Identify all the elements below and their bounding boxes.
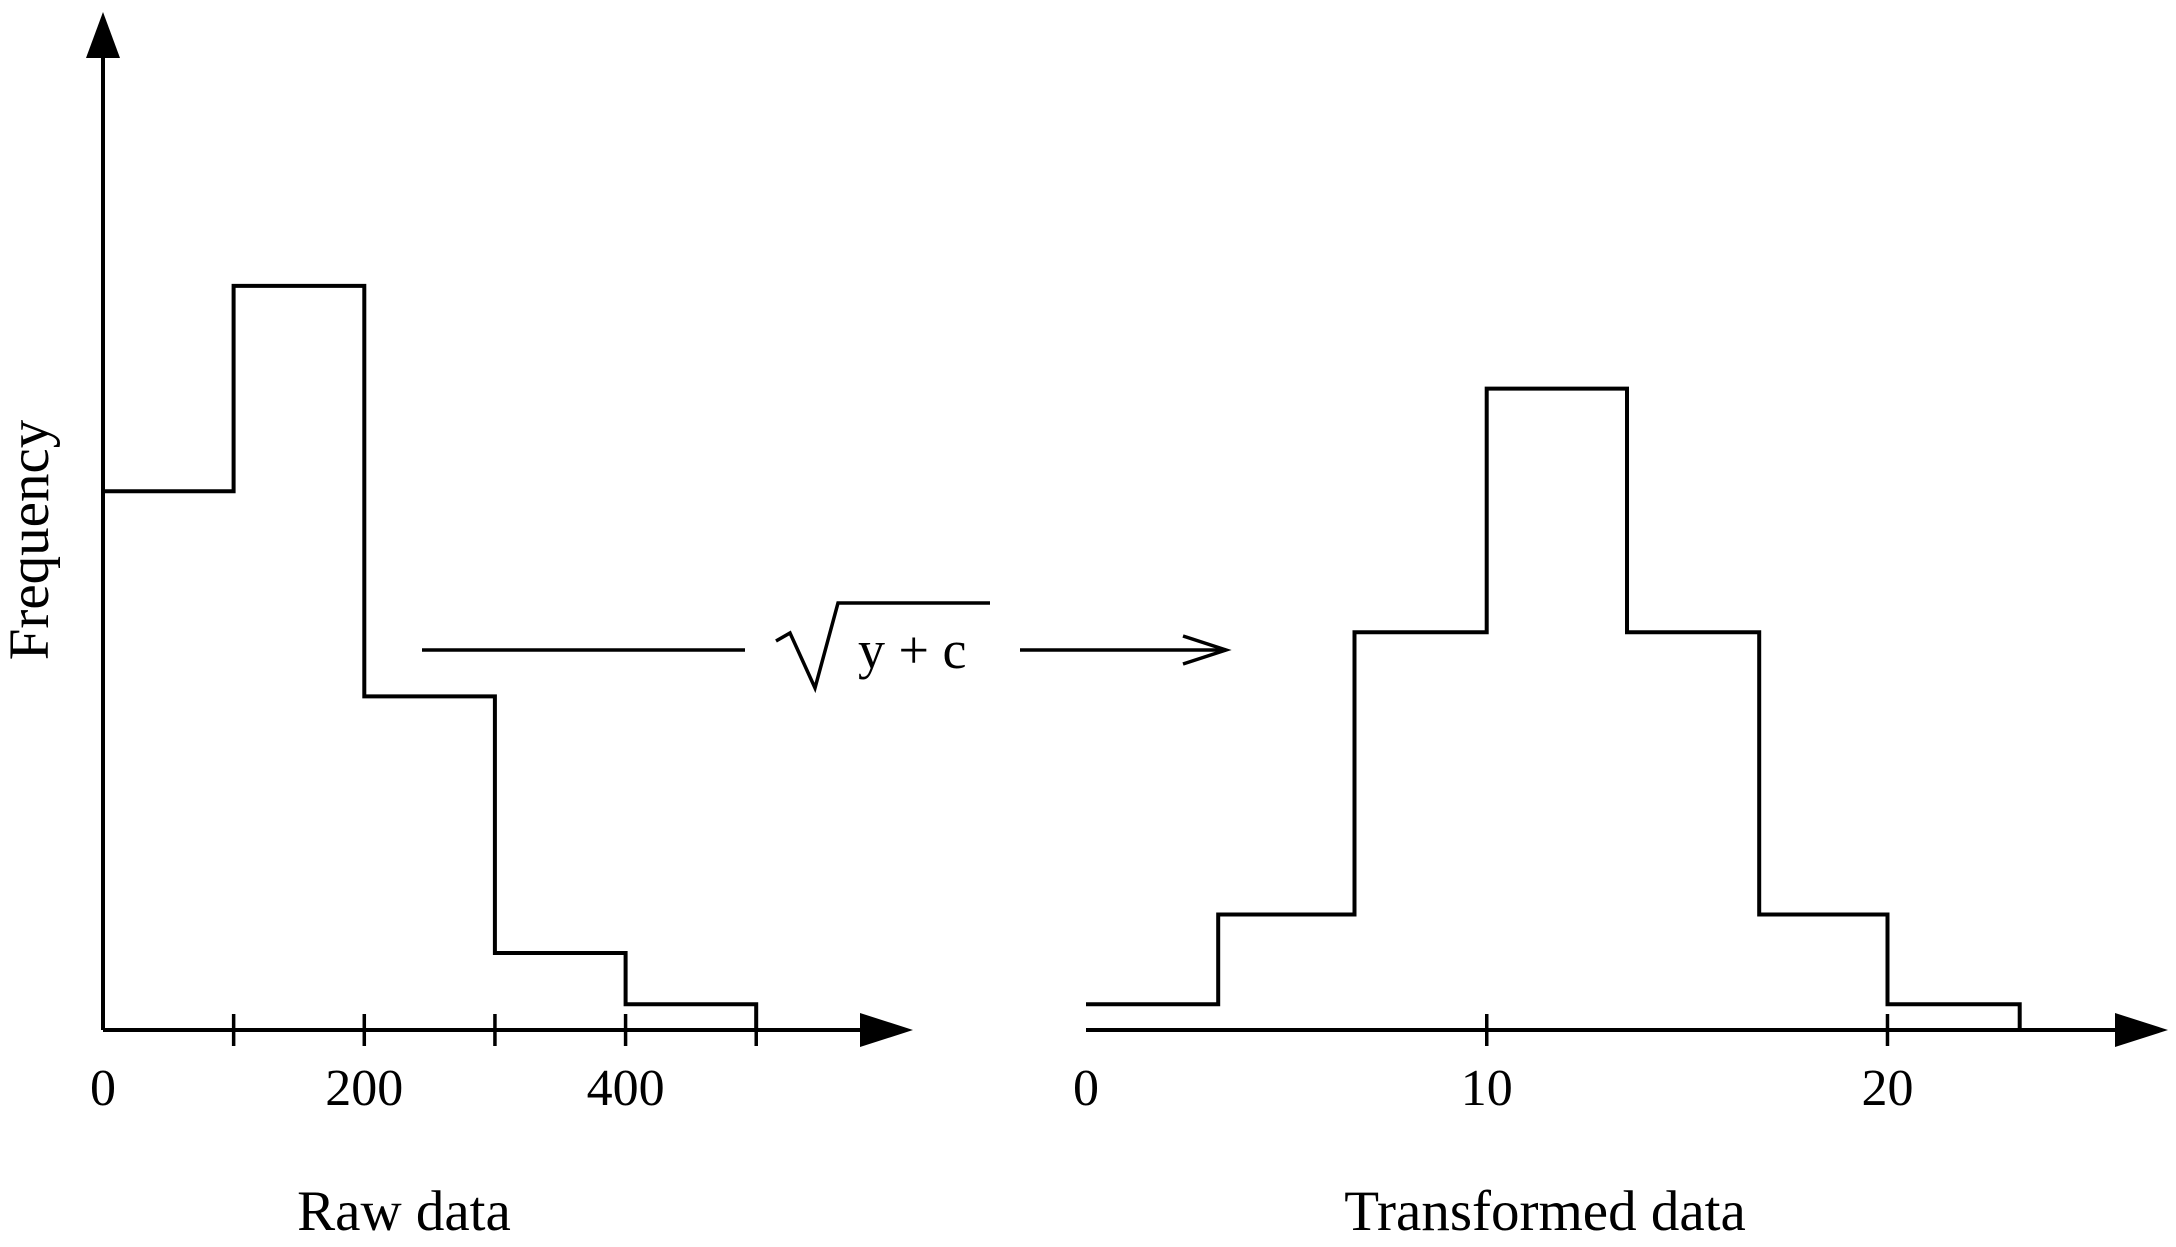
right-x-tick-label: 20 <box>1861 1060 1913 1117</box>
left-histogram-outline <box>103 283 759 1030</box>
right-x-tick-label: 10 <box>1461 1060 1513 1117</box>
transform-annotation: y + c <box>422 601 1232 694</box>
y-axis-title: Frequency <box>0 419 61 660</box>
right-x-ticks: 0 10 20 <box>1073 1014 1913 1117</box>
transform-formula: y + c <box>858 620 966 680</box>
left-x-axis-title: Raw data <box>297 1180 511 1242</box>
left-x-ticks: 0 200 400 <box>90 1014 758 1117</box>
transform-arrowhead <box>1182 634 1232 666</box>
square-root-icon <box>775 601 990 694</box>
right-x-tick-label: 0 <box>1073 1060 1099 1117</box>
left-x-axis-arrowhead <box>860 1013 913 1047</box>
y-axis-arrowhead <box>86 12 120 58</box>
left-x-tick-label: 0 <box>90 1060 116 1117</box>
left-x-tick-label: 400 <box>587 1060 665 1117</box>
left-x-tick-label: 200 <box>325 1060 403 1117</box>
right-x-axis-arrowhead <box>2115 1013 2168 1047</box>
right-histogram-outline <box>1086 386 2022 1030</box>
right-x-axis-title: Transformed data <box>1344 1180 1746 1242</box>
